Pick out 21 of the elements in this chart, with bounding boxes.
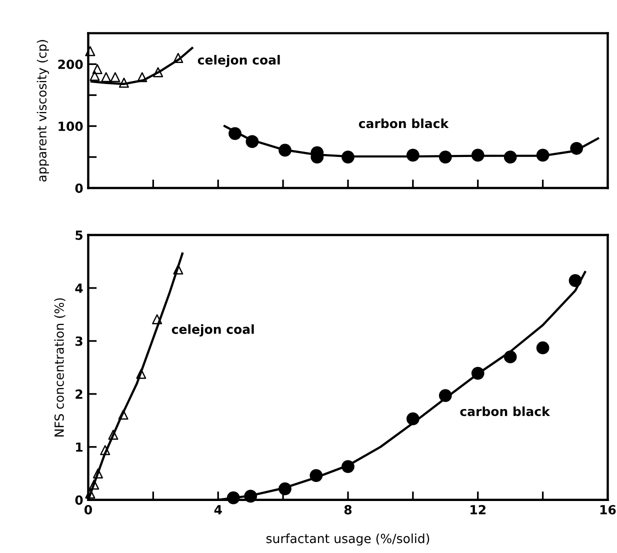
annotation: celejon coal xyxy=(172,324,254,336)
annotation: carbon black xyxy=(358,118,449,128)
y-tick-label: 4 xyxy=(75,284,83,293)
x-axis-title: surfactant usage (%/solid) xyxy=(266,534,430,546)
y-tick-label: 0 xyxy=(75,183,83,193)
y-tick-label: 200 xyxy=(58,60,83,70)
y-tick-label: 100 xyxy=(58,122,83,132)
x-tick-label: 16 xyxy=(600,505,616,514)
x-tick-label: 8 xyxy=(344,504,352,514)
y-tick-label: 0 xyxy=(75,495,83,505)
y-tick-label: 1 xyxy=(76,442,83,452)
annotation: celejon coal xyxy=(198,54,280,68)
y-axis-title: apparent viscosity (cp) xyxy=(36,40,49,182)
x-tick-label: 0 xyxy=(84,504,92,514)
x-tick-label: 4 xyxy=(214,505,222,514)
y-axis-title: NFS concentration (%) xyxy=(54,298,66,436)
y-tick-label: 2 xyxy=(76,389,82,399)
annotation: carbon black xyxy=(460,406,550,416)
x-tick-label: 12 xyxy=(470,504,486,514)
y-tick-label: 3 xyxy=(76,336,82,346)
y-tick-label: 5 xyxy=(76,230,82,240)
